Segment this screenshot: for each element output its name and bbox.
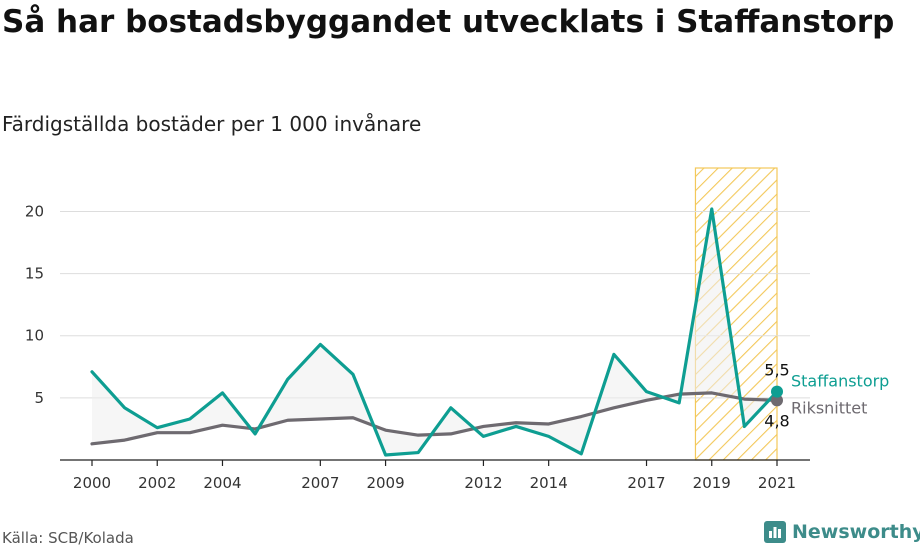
x-tick-label: 2007 xyxy=(301,474,339,492)
source-note: Källa: SCB/Kolada xyxy=(2,529,134,547)
x-tick-label: 2002 xyxy=(138,474,176,492)
x-tick-label: 2004 xyxy=(203,474,241,492)
y-tick-label: 20 xyxy=(25,202,44,220)
brand-name: Newsworthy xyxy=(792,521,920,543)
series-line-staffanstorp xyxy=(90,207,779,457)
x-tick-label: 2012 xyxy=(464,474,502,492)
difference-area xyxy=(92,209,777,456)
series-label-staffanstorp: Staffanstorp xyxy=(791,372,889,391)
x-tick-label: 2009 xyxy=(366,474,404,492)
x-tick-label: 2019 xyxy=(693,474,731,492)
brand-logo: Newsworthy xyxy=(764,516,920,548)
line-chart: 5 10 15 20 2000 2002 2004 2007 2009 2012 2014 2017 2… xyxy=(25,167,889,492)
series-label-riksnittet: Riksnittet xyxy=(791,398,867,417)
chart-subtitle: Färdigställda bostäder per 1 000 invånar… xyxy=(2,112,422,136)
end-value-label-riksnittet: 4,8 xyxy=(764,411,789,430)
x-tick-label: 2014 xyxy=(530,474,568,492)
end-point-riksnittet xyxy=(771,394,783,407)
end-value-label-staffanstorp: 5,5 xyxy=(764,361,789,380)
newsworthy-logo-icon xyxy=(764,521,786,543)
x-tick-label: 2021 xyxy=(758,474,796,492)
x-tick-label: 2017 xyxy=(627,474,665,492)
x-tick-label: 2000 xyxy=(73,474,111,492)
y-tick-label: 5 xyxy=(34,389,44,407)
end-point-staffanstorp xyxy=(771,385,783,398)
y-tick-label: 10 xyxy=(25,327,44,345)
chart-title: Så har bostadsbyggandet utvecklats i Sta… xyxy=(2,4,895,40)
y-tick-label: 15 xyxy=(25,265,44,283)
